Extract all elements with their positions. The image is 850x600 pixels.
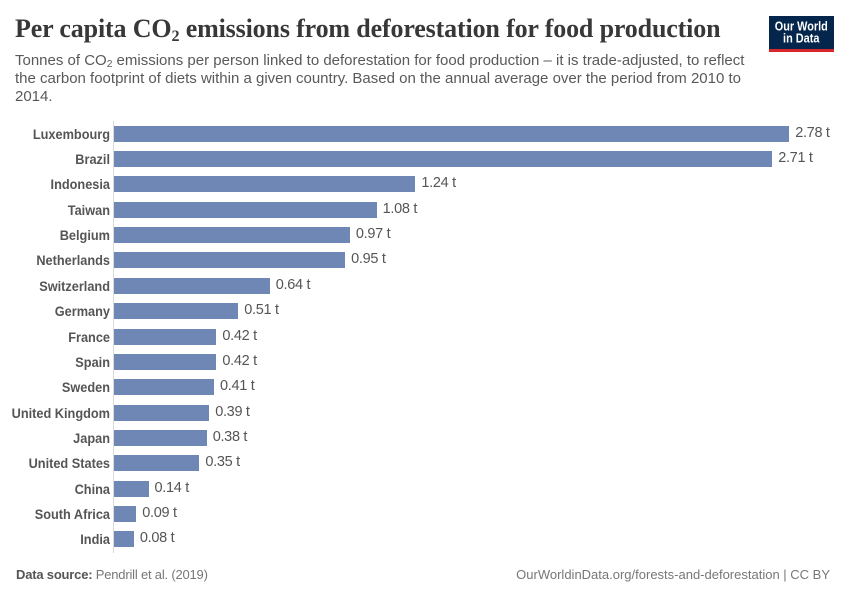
svg-text:Our World: Our World [775,19,828,33]
svg-text:in Data: in Data [783,31,820,45]
